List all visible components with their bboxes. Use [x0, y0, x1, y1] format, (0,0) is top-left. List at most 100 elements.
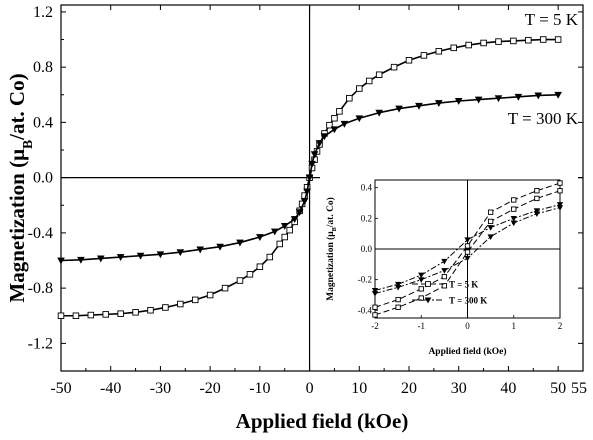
data-point: [494, 95, 503, 103]
data-point: [395, 105, 403, 113]
inset-data-point: [371, 288, 379, 294]
data-point: [256, 234, 264, 241]
data-point: [281, 233, 288, 241]
inset-data-point: [371, 291, 379, 297]
inset-y-tick-label: -0.4: [358, 305, 373, 315]
data-point: [340, 120, 349, 128]
data-point: [465, 41, 472, 49]
inset-data-point: [511, 206, 517, 212]
data-point: [216, 243, 224, 251]
inset-data-point: [395, 281, 402, 288]
data-point: [280, 223, 289, 230]
data-point: [514, 93, 523, 101]
inset-series-line: [374, 204, 561, 291]
x-tick-label: -50: [50, 380, 71, 397]
data-point: [147, 306, 154, 314]
data-point: [554, 36, 562, 43]
inset-data-point: [487, 234, 494, 240]
inset-data-point: [487, 225, 494, 231]
data-point: [136, 252, 145, 260]
data-point: [236, 277, 244, 284]
data-point: [196, 246, 205, 254]
inset-x-tick-label: -1: [418, 321, 426, 331]
data-point: [554, 91, 562, 99]
data-point: [300, 198, 309, 206]
data-point: [286, 226, 293, 234]
inset-plot: -2 -1 0 1 2 0.4 0.2 0.0 -0.2 -0.4 Applied field (k…: [320, 172, 578, 362]
inset-data-point: [372, 304, 378, 310]
data-point: [450, 44, 457, 52]
inset-data-point: [464, 243, 471, 249]
legend-label: T = 5 K: [449, 280, 478, 290]
data-point: [534, 92, 543, 100]
data-point: [365, 77, 373, 85]
data-point: [315, 140, 324, 148]
legend-marker: [424, 297, 432, 304]
inset-data-point: [533, 208, 540, 214]
inset-data-point: [464, 237, 471, 244]
inset-y-tick-label: 0.2: [361, 213, 372, 223]
data-point: [308, 160, 316, 168]
data-point: [495, 38, 502, 45]
inset-data-point: [487, 218, 494, 225]
inset-data-point: [556, 205, 564, 211]
label-5k: T = 5 K: [525, 10, 579, 29]
data-point: [96, 255, 105, 263]
inset-x-tick-label: 0: [465, 321, 470, 331]
inset-x-tick-label: 1: [512, 321, 517, 331]
data-point: [162, 304, 169, 311]
inset-data-point: [464, 255, 471, 262]
data-point: [435, 48, 443, 55]
data-point: [435, 100, 443, 107]
data-point: [310, 151, 319, 159]
x-tick-label: 30: [451, 380, 467, 397]
x-axis-title: Applied field (kOe): [236, 409, 409, 433]
inset-data-point: [557, 180, 563, 186]
x-tick-label: -30: [150, 380, 171, 397]
inset-data-point: [418, 286, 424, 292]
inset-x-tick-label: 2: [558, 321, 563, 331]
data-point: [346, 94, 353, 102]
inset-series-line: [374, 182, 561, 308]
inset-x-tick-label: -2: [371, 321, 379, 331]
data-point: [375, 109, 383, 117]
plot-frame: [60, 4, 584, 372]
inset-data-point: [395, 284, 402, 291]
inset-y-tick-label: 0.4: [361, 183, 373, 193]
inset-data-point: [534, 188, 540, 194]
y-axis-title: Magnetization (μB/at. Co): [5, 73, 35, 302]
x-tick-label: 40: [500, 380, 516, 397]
x-tick-label: -10: [249, 380, 270, 397]
data-point: [390, 63, 398, 71]
data-point: [87, 311, 95, 319]
inset-data-point: [464, 249, 471, 255]
data-point: [57, 257, 65, 265]
inset-data-point: [418, 272, 425, 279]
data-point: [191, 296, 199, 304]
data-point: [290, 216, 299, 223]
y-tick-label: -0.4: [28, 225, 53, 242]
inset-data-point: [395, 296, 401, 303]
y-tick-label: -1.2: [28, 335, 53, 352]
data-point: [539, 36, 547, 43]
data-point: [276, 240, 283, 248]
data-point: [336, 108, 343, 115]
inset-data-point: [441, 268, 448, 274]
data-point: [356, 85, 363, 92]
inset-data-point: [441, 283, 448, 289]
x-tick-label: 55: [571, 380, 587, 397]
inset-y-tick-label: 0.0: [361, 244, 373, 254]
data-point: [525, 36, 532, 44]
x-tick-label: 50: [550, 380, 566, 397]
data-point: [246, 271, 254, 278]
data-point: [117, 310, 124, 317]
data-point: [116, 254, 125, 261]
data-point: [355, 115, 364, 123]
data-point: [256, 263, 264, 270]
inset-x-axis-title: Applied field (kOe): [428, 346, 506, 357]
data-point: [480, 39, 487, 47]
data-point: [320, 133, 329, 141]
data-point: [156, 251, 165, 259]
data-point: [303, 188, 311, 196]
data-point: [57, 312, 65, 320]
